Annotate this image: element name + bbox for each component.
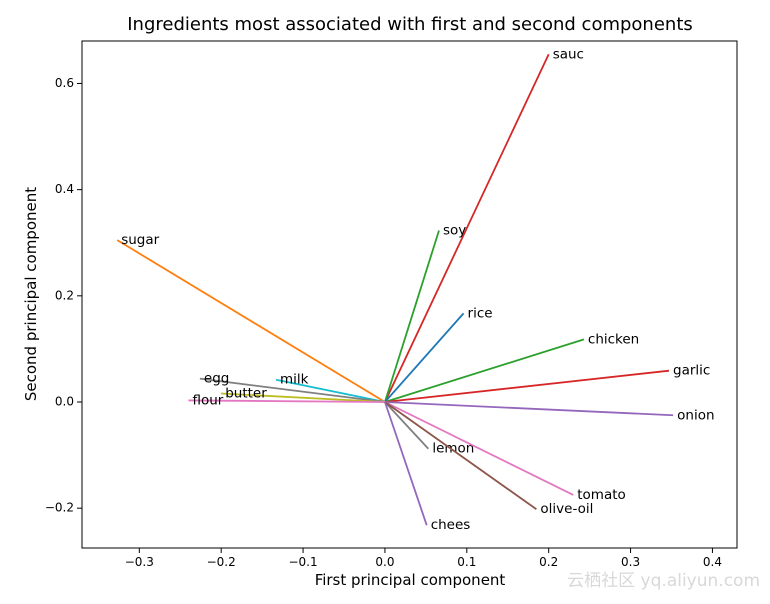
y-tick-label: 0.2 xyxy=(55,288,74,302)
x-tick-label: 0.2 xyxy=(539,555,558,569)
vector-line-soy xyxy=(384,230,440,403)
vector-line-sauc xyxy=(384,53,550,403)
x-tick-label: −0.1 xyxy=(288,555,317,569)
vector-line-sugar xyxy=(116,239,386,403)
vector-label-onion: onion xyxy=(677,407,714,423)
vector-line-rice xyxy=(384,312,465,403)
x-axis-title: First principal component xyxy=(315,571,506,589)
vector-label-sugar: sugar xyxy=(121,232,159,248)
x-tick-label: 0.3 xyxy=(621,555,640,569)
vector-line-olive-oil xyxy=(384,401,537,510)
vector-group: sauc sugar soy rice chicken garlic onion milk eg… xyxy=(116,46,715,533)
vector-line-egg xyxy=(199,377,386,403)
vector-label-sauc: sauc xyxy=(553,46,584,62)
vector-label-flour: flour xyxy=(192,392,223,408)
x-axis-ticks: −0.3 −0.2 −0.1 0.0 0.1 0.2 0.3 0.4 xyxy=(125,548,722,569)
vector-label-rice: rice xyxy=(468,305,493,321)
vector-label-egg: egg xyxy=(204,371,229,387)
watermark-text: 云栖社区 yq.aliyun.com xyxy=(567,571,760,591)
vector-line-onion xyxy=(384,401,674,417)
y-tick-label: −0.2 xyxy=(45,501,74,515)
x-tick-label: −0.2 xyxy=(207,555,236,569)
vector-label-tomato: tomato xyxy=(577,487,626,503)
vector-line-tomato xyxy=(384,401,574,496)
vector-label-chees: chees xyxy=(431,517,471,533)
y-tick-label: 0.0 xyxy=(55,395,74,409)
x-tick-label: 0.4 xyxy=(703,555,722,569)
vector-line-chees xyxy=(384,401,428,526)
x-tick-label: 0.1 xyxy=(457,555,476,569)
y-axis-ticks: −0.2 0.0 0.2 0.4 0.6 xyxy=(45,76,82,515)
x-tick-label: 0.0 xyxy=(375,555,394,569)
vector-label-chicken: chicken xyxy=(588,331,639,347)
vector-line-garlic xyxy=(384,369,670,403)
vector-line-chicken xyxy=(384,338,585,403)
chart-title: Ingredients most associated with first a… xyxy=(127,14,693,35)
vector-label-milk: milk xyxy=(280,372,309,388)
vector-label-soy: soy xyxy=(443,223,466,239)
x-tick-label: −0.3 xyxy=(125,555,154,569)
vector-line-flour xyxy=(188,399,385,403)
vector-label-lemon: lemon xyxy=(432,441,474,457)
vector-label-garlic: garlic xyxy=(673,363,710,379)
vector-line-milk xyxy=(275,378,386,403)
vector-line-lemon xyxy=(384,401,429,450)
vector-line-butter xyxy=(221,392,385,403)
y-tick-label: 0.4 xyxy=(55,182,74,196)
plot-frame xyxy=(81,40,738,549)
vector-label-butter: butter xyxy=(225,386,267,402)
y-axis-title: Second principal component xyxy=(22,187,40,401)
y-tick-label: 0.6 xyxy=(55,76,74,90)
vector-label-olive-oil: olive-oil xyxy=(540,501,593,517)
